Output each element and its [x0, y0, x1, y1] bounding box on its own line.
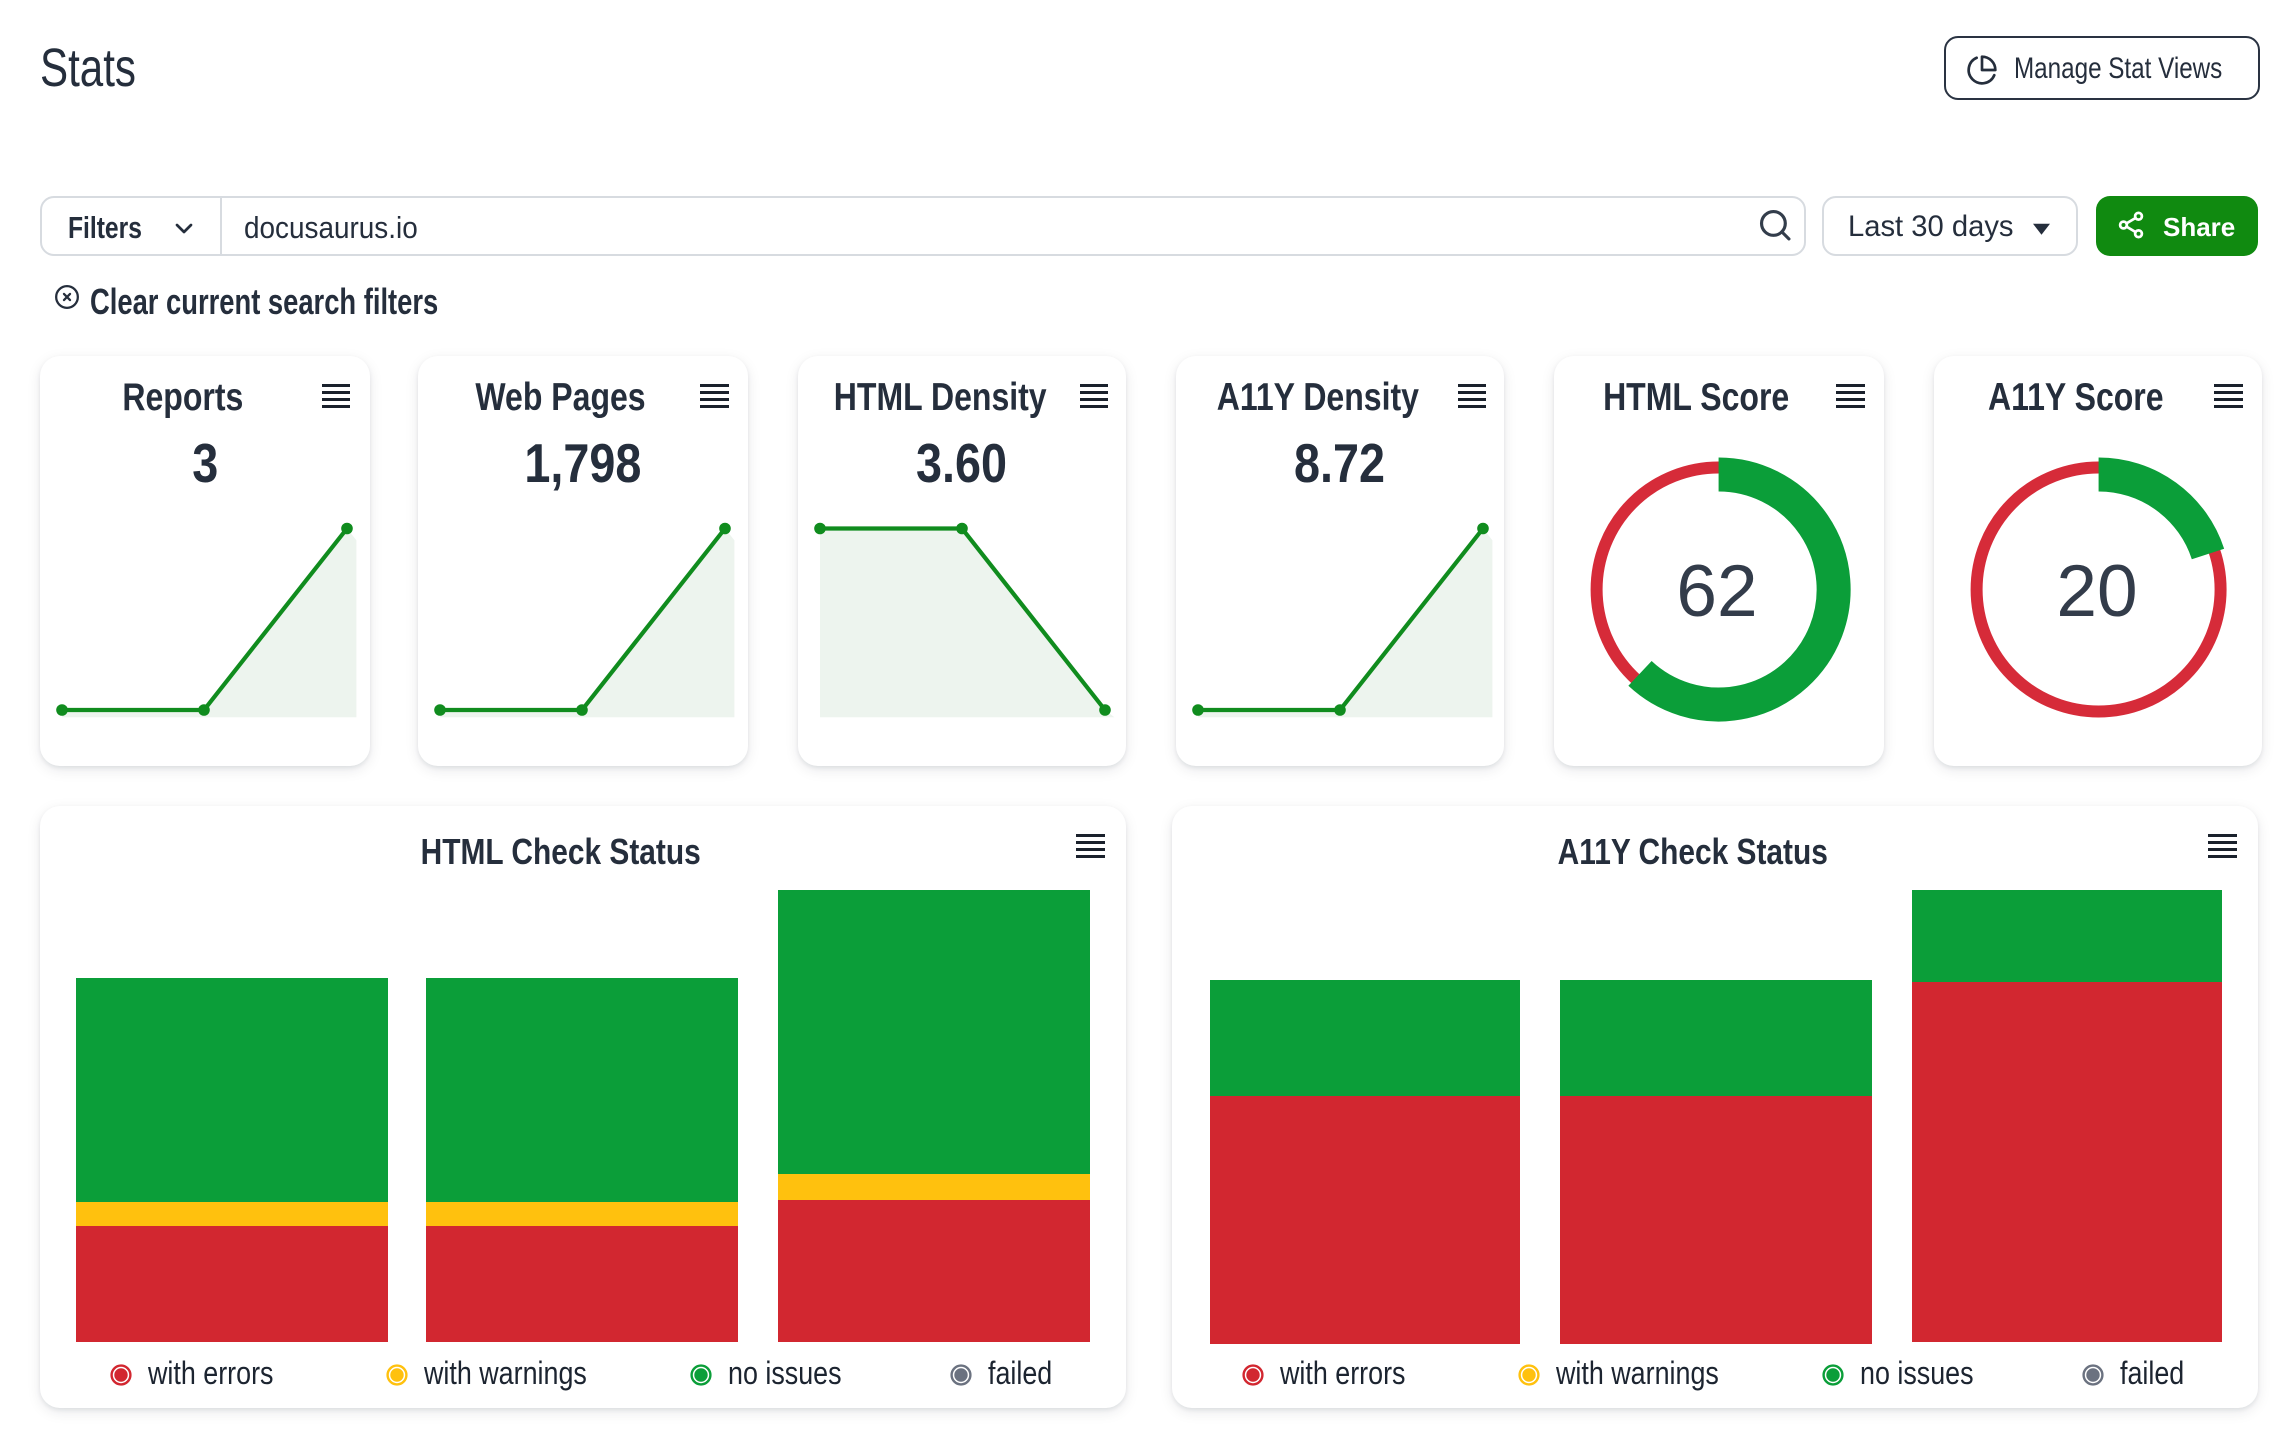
svg-text:20: 20 [2055, 551, 2136, 632]
svg-text:62: 62 [1677, 551, 1758, 632]
